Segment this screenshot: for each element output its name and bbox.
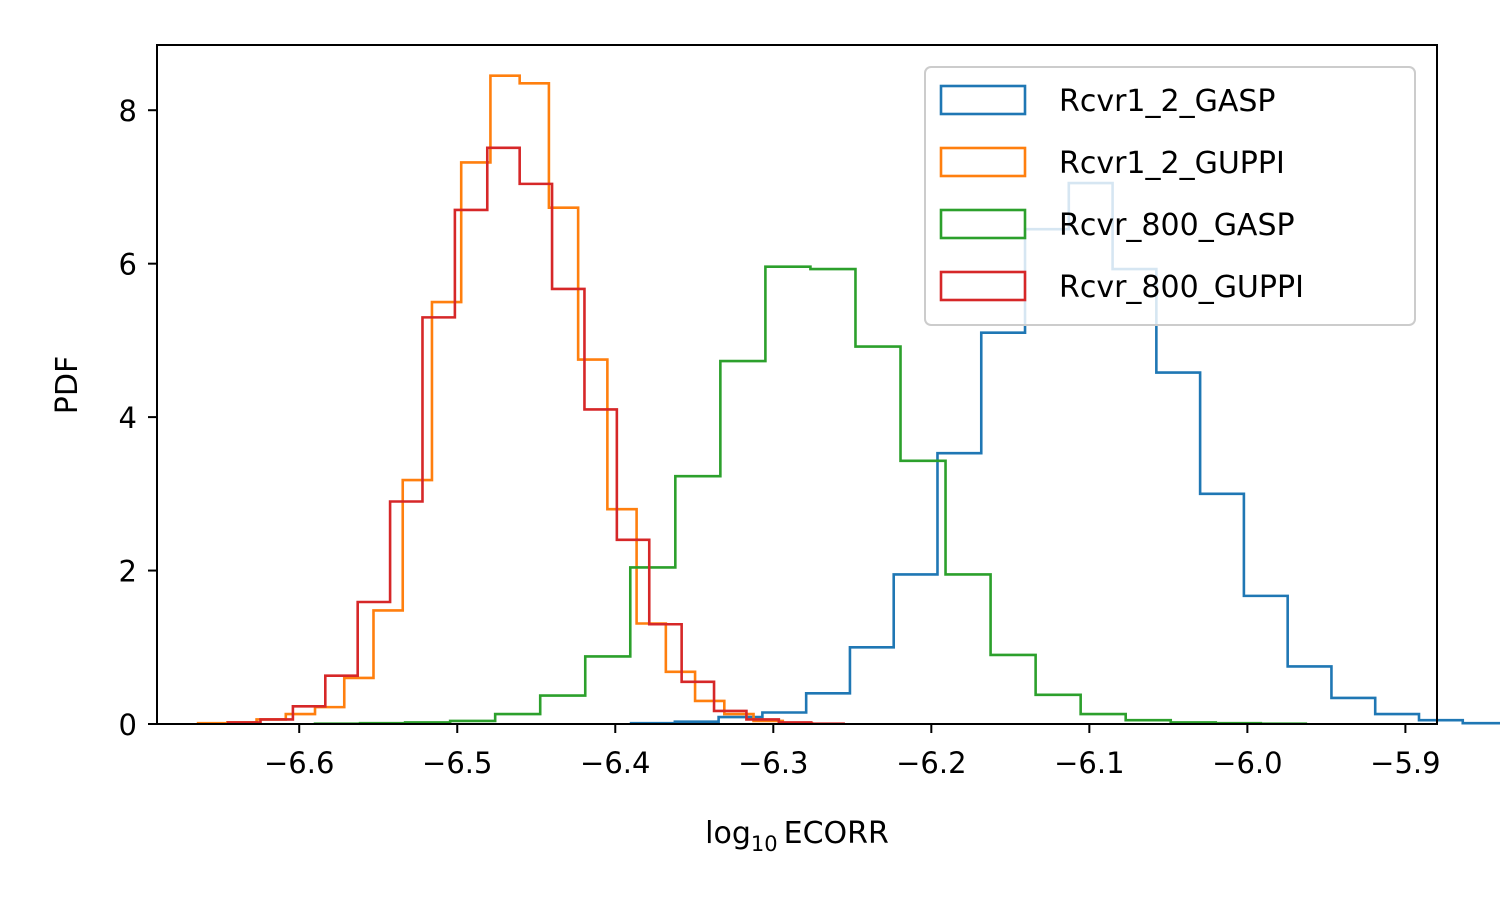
y-axis-label: PDF xyxy=(50,356,85,414)
plot-frame xyxy=(156,44,1438,725)
legend-swatch xyxy=(939,270,1027,302)
y-axis-ticks: 0 2 4 6 8 xyxy=(119,94,157,742)
x-tick-label: −6.3 xyxy=(738,746,808,780)
legend-label: Rcvr_800_GUPPI xyxy=(1059,270,1304,305)
histogram-series-4 xyxy=(226,146,845,725)
legend-frame xyxy=(924,66,1416,326)
x-tick-label: −6.1 xyxy=(1054,746,1124,780)
histogram-series-2 xyxy=(196,74,814,725)
x-tick-label: −5.9 xyxy=(1370,746,1440,780)
legend-entries: Rcvr1_2_GASP Rcvr1_2_GUPPI Rcvr_800_GASP Rc… xyxy=(939,84,1304,305)
x-tick-label: −6.4 xyxy=(580,746,650,780)
y-tick-label: 8 xyxy=(119,94,137,128)
x-axis-label-rest: ECORR xyxy=(784,816,889,851)
x-tick-label: −6.0 xyxy=(1212,746,1282,780)
legend-swatch xyxy=(939,146,1027,178)
legend-label: Rcvr_800_GASP xyxy=(1059,208,1295,243)
y-tick-label: 2 xyxy=(119,555,137,589)
x-tick-label: −6.5 xyxy=(422,746,492,780)
y-tick-label: 0 xyxy=(119,708,137,742)
legend-swatch xyxy=(939,84,1027,116)
x-axis-ticks: −6.6 −6.5 −6.4 −6.3 −6.2 −6.1 −6.0 −5.9 xyxy=(264,724,1441,780)
x-tick-label: −6.2 xyxy=(896,746,966,780)
x-axis-label-main: log xyxy=(705,816,751,851)
legend: Rcvr1_2_GASP Rcvr1_2_GUPPI Rcvr_800_GASP Rc… xyxy=(924,66,1416,326)
x-axis-label-subscript: 10 xyxy=(751,832,778,856)
x-tick-label: −6.6 xyxy=(264,746,334,780)
histogram-series-3 xyxy=(313,265,1308,725)
legend-swatch xyxy=(939,208,1027,240)
y-tick-label: 4 xyxy=(119,401,137,435)
x-axis-label: log10 ECORR xyxy=(705,816,889,856)
legend-label: Rcvr1_2_GUPPI xyxy=(1059,146,1285,181)
legend-label: Rcvr1_2_GASP xyxy=(1059,84,1276,119)
y-tick-label: 6 xyxy=(119,248,137,282)
